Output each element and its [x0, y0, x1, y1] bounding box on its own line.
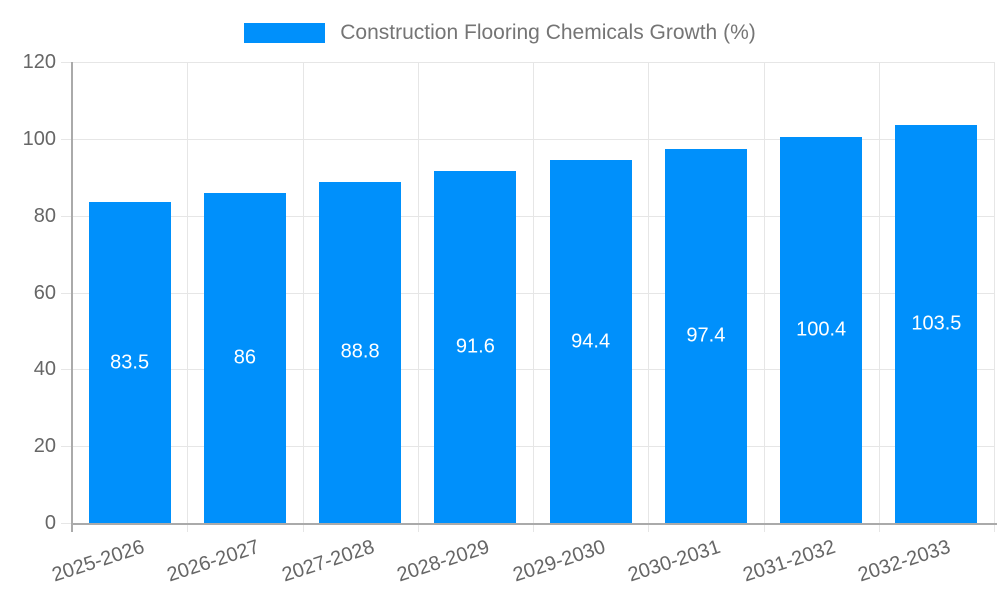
- bar[interactable]: [203, 192, 286, 523]
- bar-value-label: 83.5: [110, 351, 150, 374]
- x-tickmark: [302, 523, 304, 532]
- y-axis-tick-label: 60: [33, 281, 56, 304]
- y-axis-line: [71, 62, 73, 532]
- bar-value-label: 94.4: [571, 330, 611, 353]
- y-tickmark: [61, 215, 72, 217]
- bar[interactable]: [88, 202, 171, 523]
- bar[interactable]: [549, 160, 632, 523]
- legend-item[interactable]: Construction Flooring Chemicals Growth (…: [0, 20, 1000, 46]
- x-gridline: [994, 62, 995, 523]
- x-axis-tick-label: 2026-2027: [164, 535, 262, 587]
- y-axis-tick-label: 20: [33, 435, 56, 458]
- x-axis-tick-label: 2029-2030: [509, 535, 608, 587]
- bar[interactable]: [319, 181, 402, 523]
- x-gridline: [648, 62, 650, 523]
- y-axis-tick-label: 0: [44, 512, 56, 534]
- bar-value-label: 97.4: [686, 324, 726, 347]
- x-gridline: [187, 62, 189, 523]
- y-axis-tick-label: 120: [22, 51, 56, 73]
- x-axis-tick-label: 2028-2029: [394, 535, 493, 587]
- legend-label: Construction Flooring Chemicals Growth (…: [340, 21, 756, 44]
- legend-swatch-icon: [244, 23, 326, 43]
- bar[interactable]: [664, 148, 747, 523]
- bar-value-label: 103.5: [911, 312, 962, 335]
- x-gridline: [878, 62, 880, 523]
- x-axis-tick-label: 2025-2026: [48, 535, 147, 587]
- y-axis-tick-label: 40: [33, 358, 56, 381]
- bar[interactable]: [780, 137, 863, 523]
- x-gridline: [302, 62, 304, 523]
- x-gridline: [417, 62, 419, 523]
- y-tickmark: [61, 292, 72, 294]
- y-tickmark: [61, 446, 72, 448]
- bar[interactable]: [434, 171, 517, 523]
- x-tickmark: [994, 523, 995, 532]
- x-axis-tick-label: 2032-2033: [855, 535, 954, 587]
- y-tickmark: [61, 62, 72, 63]
- x-tickmark: [533, 523, 534, 532]
- x-tickmark: [878, 523, 880, 532]
- bar-value-label: 100.4: [796, 318, 847, 341]
- x-tickmark: [763, 523, 765, 532]
- y-axis-tick-label: 80: [33, 204, 56, 227]
- y-axis-tick-label: 100: [22, 127, 56, 150]
- y-tickmark: [61, 523, 72, 524]
- x-tickmark: [648, 523, 650, 532]
- x-tickmark: [417, 523, 419, 532]
- x-axis-tick-label: 2030-2031: [625, 535, 723, 587]
- x-axis-tick-label: 2027-2028: [279, 535, 378, 587]
- x-axis-line: [72, 523, 997, 525]
- x-axis-tick-label: 2031-2032: [740, 535, 839, 587]
- y-tickmark: [61, 138, 72, 140]
- bar-value-label: 91.6: [455, 335, 495, 358]
- x-tickmark: [187, 523, 189, 532]
- bar-value-label: 86: [233, 346, 256, 369]
- bar-value-label: 88.8: [340, 340, 380, 363]
- x-gridline: [763, 62, 765, 523]
- bar[interactable]: [895, 125, 978, 523]
- y-tickmark: [61, 369, 72, 371]
- x-gridline: [533, 62, 534, 523]
